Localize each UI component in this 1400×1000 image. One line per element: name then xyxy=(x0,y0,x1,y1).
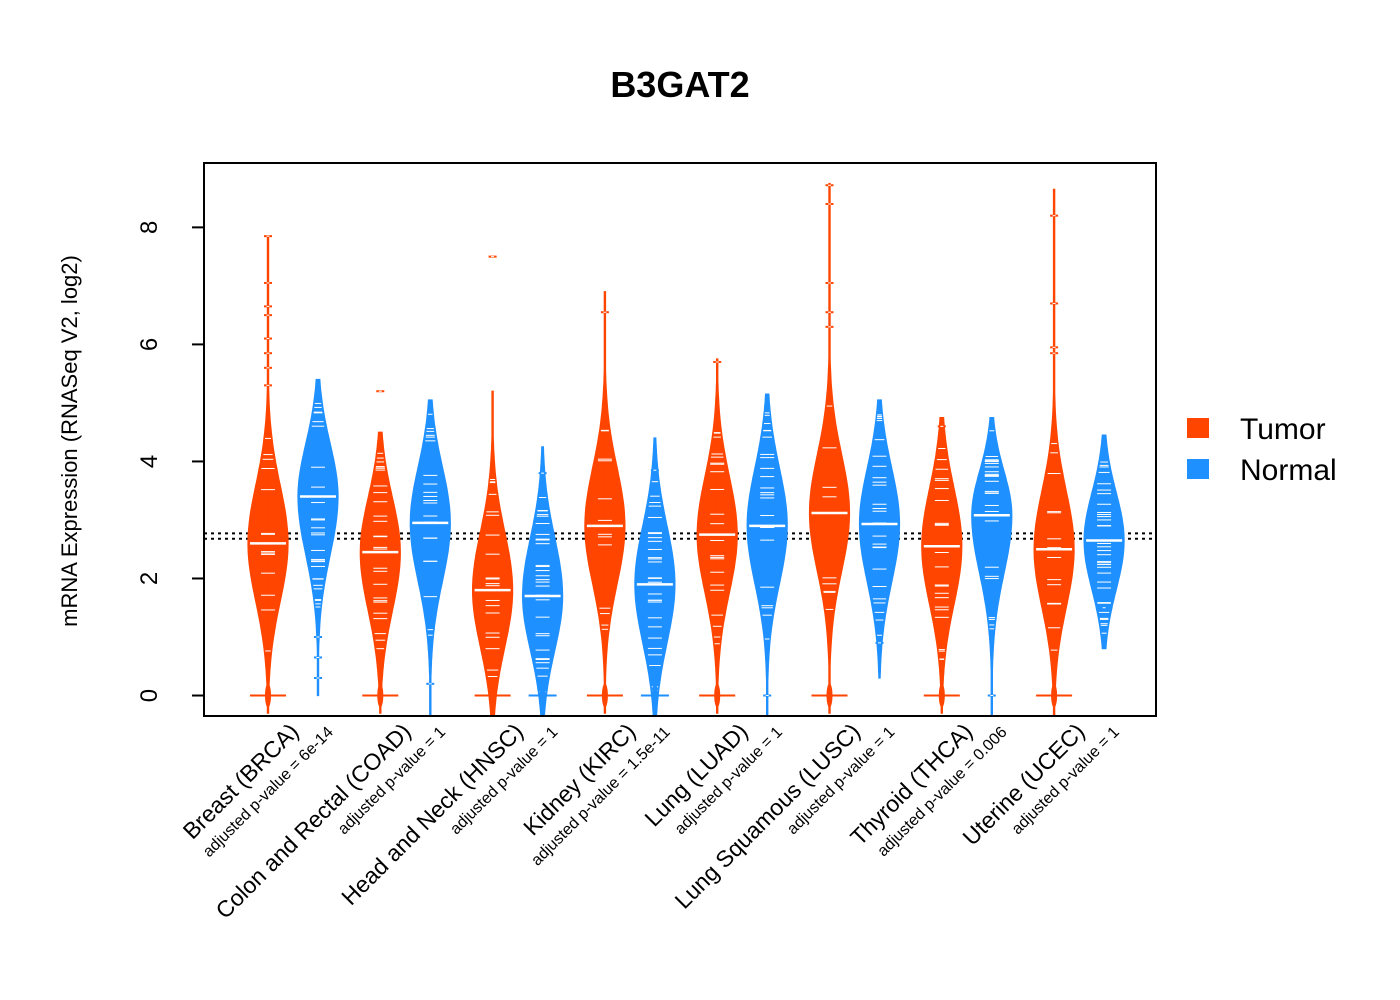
tumor-bean xyxy=(921,417,963,714)
tumor-zero-blob xyxy=(265,683,271,708)
y-tick-label: 0 xyxy=(136,689,163,702)
y-tick-label: 4 xyxy=(136,455,163,468)
legend-label: Normal xyxy=(1240,454,1337,487)
tumor-bean xyxy=(696,358,738,714)
normal-bean xyxy=(858,399,901,679)
tumor-zero-blob xyxy=(714,683,721,708)
tumor-bean xyxy=(808,182,851,714)
tumor-zero-blob xyxy=(1051,683,1058,708)
normal-bean xyxy=(409,399,451,716)
normal-bean xyxy=(521,446,564,716)
y-tick-label: 8 xyxy=(136,221,163,234)
tumor-zero-blob xyxy=(601,683,608,708)
legend-label: Tumor xyxy=(1240,413,1326,446)
legend-swatch xyxy=(1187,459,1209,479)
normal-bean xyxy=(971,417,1013,716)
legend: Tumor Normal xyxy=(1187,413,1337,487)
tumor-bean xyxy=(1033,188,1075,716)
chart-title: B3GAT2 xyxy=(610,64,749,105)
normal-bean xyxy=(1083,434,1125,650)
plot-area xyxy=(204,182,1156,716)
tumor-zero-blob xyxy=(377,683,384,708)
y-tick-label: 6 xyxy=(136,338,163,351)
normal-bean xyxy=(297,378,339,697)
plot-frame xyxy=(203,162,1157,717)
y-tick-label: 2 xyxy=(136,572,163,585)
tumor-zero-blob xyxy=(938,683,945,708)
normal-bean xyxy=(634,437,676,716)
legend-swatch xyxy=(1187,418,1209,438)
tumor-bean xyxy=(472,255,514,716)
tumor-bean xyxy=(584,291,626,714)
normal-zero-blob xyxy=(651,683,658,708)
tumor-zero-blob xyxy=(826,683,833,708)
y-axis-label: mRNA Expression (RNASeq V2, log2) xyxy=(57,255,82,627)
tumor-bean xyxy=(359,390,401,714)
tumor-zero-blob xyxy=(489,683,496,708)
tumor-bean xyxy=(247,235,289,714)
normal-zero-blob xyxy=(539,683,546,708)
normal-bean xyxy=(746,393,788,716)
